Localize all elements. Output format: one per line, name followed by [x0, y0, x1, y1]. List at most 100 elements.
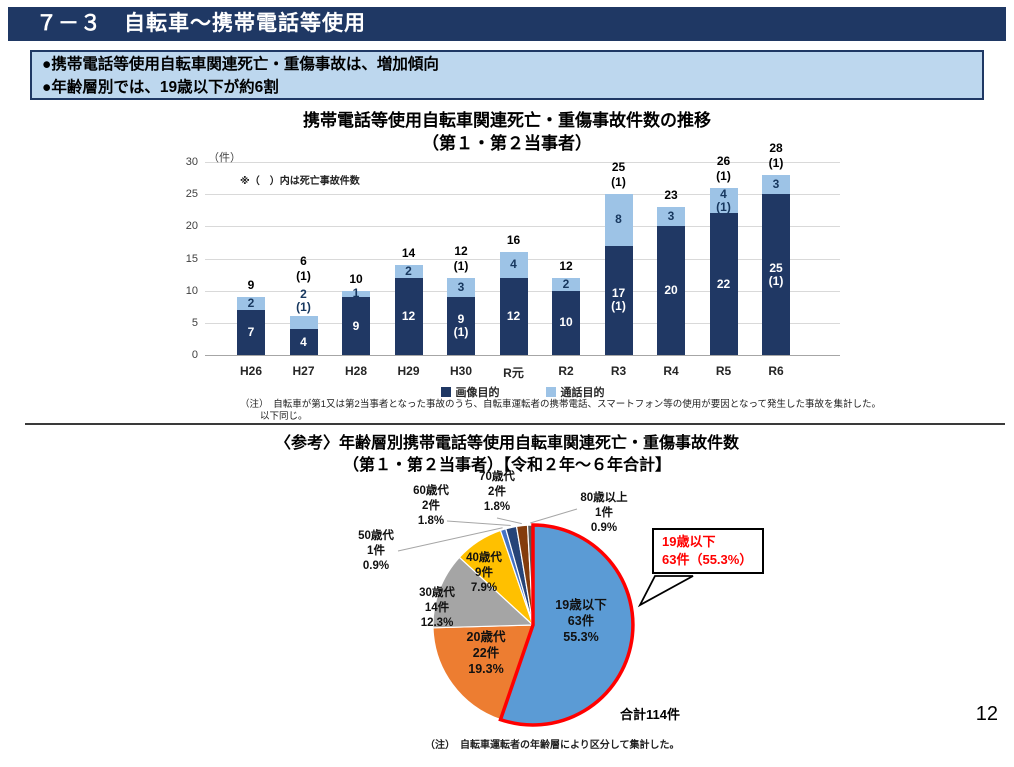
leader-line — [496, 517, 522, 525]
bar-segment-call — [499, 252, 528, 278]
bar-total-label: 14 — [401, 245, 416, 260]
x-axis-label: R3 — [610, 364, 627, 378]
bar-segment-image — [289, 329, 318, 355]
leader-line — [530, 508, 578, 524]
bar-total-label: 10 — [349, 271, 363, 286]
y-tick-label: 25 — [185, 188, 198, 201]
gridline — [205, 194, 840, 196]
x-axis-label: R2 — [558, 364, 574, 378]
bar-total-label: 12 — [559, 258, 573, 273]
pie-chart-title: 〈参考〉年齢層別携帯電話等使用自転車関連死亡・重傷事故件数 （第１・第２当事者）… — [274, 435, 739, 474]
fatal-count-note: ※（ ）内は死亡事故件数 — [240, 176, 360, 187]
bar-value-label: 2 (1) — [296, 287, 311, 315]
bar-segment-call — [657, 207, 685, 227]
x-axis-label: H28 — [344, 364, 367, 378]
bar-segment-image — [604, 245, 633, 355]
y-tick-label: 10 — [185, 284, 198, 297]
legend-item: 通話目的 — [545, 384, 605, 400]
page-number: 12 — [975, 703, 998, 725]
gridline — [205, 355, 840, 356]
gridline — [205, 226, 840, 228]
bar-value-label: 2 — [562, 276, 570, 291]
bar-segment-image — [709, 213, 738, 355]
legend-swatch — [440, 387, 451, 397]
bar-segment-image — [342, 297, 370, 355]
bar-total-label: 9 — [247, 278, 255, 293]
x-axis-label: H26 — [239, 364, 262, 378]
x-axis-label: R6 — [768, 364, 784, 378]
bar-value-label: 10 — [559, 315, 573, 330]
pie-chart — [397, 508, 694, 727]
callout-pointer — [637, 575, 694, 608]
bar-total-label: 25 (1) — [611, 160, 626, 190]
leader-line — [446, 520, 511, 526]
x-axis-label: R5 — [715, 364, 732, 378]
y-tick-label: 30 — [185, 156, 198, 168]
summary-bullet: ●携帯電話等使用自転車関連死亡・重傷事故は、増加傾向 — [42, 56, 439, 73]
bar-value-label: 8 — [615, 212, 622, 227]
bar-segment-call — [342, 290, 370, 298]
bar-value-label: 3 — [667, 209, 675, 224]
y-tick-label: 15 — [185, 252, 198, 265]
bar-value-label: 3 — [772, 177, 780, 192]
bar-segment-image — [499, 277, 528, 355]
bar-segment-call — [394, 264, 423, 278]
pie-slice-19歳以下 — [498, 523, 635, 727]
bar-value-label: 25 (1) — [768, 260, 784, 288]
callout-line: 19歳以下 — [662, 534, 716, 549]
bar-value-label: 7 — [247, 324, 255, 339]
x-axis-label: H29 — [397, 364, 420, 378]
bar-value-label: 9 — [352, 318, 360, 333]
bar-total-label: 23 — [664, 188, 678, 203]
legend-swatch — [545, 387, 556, 397]
bar-segment-image — [657, 226, 685, 355]
bar-segment-call — [604, 194, 633, 246]
bar-total-label: 12 (1) — [453, 243, 469, 273]
bar-total-label: 16 — [506, 233, 521, 248]
slide-header: ７－３ 自転車～携帯電話等使用 — [8, 7, 1006, 41]
bar-value-label: 1 — [352, 286, 360, 301]
bar-chart-note: （注） 自転車が第1又は第2当事者となった事故のうち、自転車運転者の携帯電話、ス… — [240, 399, 881, 422]
legend-item: 画像目的 — [440, 384, 500, 400]
bar-value-label: 2 — [405, 263, 412, 278]
bar-value-label: 12 — [401, 308, 416, 323]
bar-segment-call — [709, 187, 738, 214]
bar-chart-legend: 画像目的 通話目的 — [205, 384, 840, 400]
bar-total-label: 26 (1) — [716, 153, 731, 183]
bar-value-label: 2 — [247, 296, 255, 311]
bar-segment-call — [289, 316, 318, 330]
gridline — [205, 162, 840, 163]
section-divider — [25, 423, 1005, 425]
bar-value-label: 17 (1) — [611, 286, 626, 314]
pie-callout: 19歳以下 63件（55.3%） — [652, 528, 764, 574]
bar-segment-image — [394, 277, 423, 355]
bar-segment-image — [552, 290, 580, 355]
bar-total-label: 28 (1) — [768, 140, 784, 170]
summary-box: ●携帯電話等使用自転車関連死亡・重傷事故は、増加傾向 ●年齢層別では、19歳以下… — [30, 50, 984, 100]
bar-value-label: 20 — [664, 283, 678, 298]
bar-segment-image — [762, 194, 790, 355]
y-tick-label: 20 — [185, 220, 198, 233]
pie-total-label: 合計114件 — [620, 707, 680, 722]
bar-value-label: 4 — [300, 334, 307, 349]
callout-line: 63件（55.3%） — [662, 552, 753, 567]
page-title: ７－３ 自転車～携帯電話等使用 — [36, 12, 366, 35]
pie-slice-30歳代 — [432, 556, 535, 629]
x-axis-label: H30 — [449, 364, 472, 378]
x-axis-label: H27 — [292, 364, 315, 378]
leader-line — [397, 527, 503, 552]
bar-value-label: 22 — [716, 276, 731, 291]
y-tick-label: 0 — [191, 349, 198, 361]
bar-segment-image — [447, 297, 475, 355]
bar-total-label: 6 (1) — [296, 254, 311, 284]
summary-bullet: ●年齢層別では、19歳以下が約6割 — [42, 79, 279, 96]
bar-value-label: 9 (1) — [453, 312, 469, 340]
bar-value-label: 4 — [510, 257, 517, 272]
x-axis-label: R元 — [503, 366, 524, 380]
bar-value-label: 12 — [506, 308, 521, 323]
y-tick-label: 5 — [191, 316, 198, 329]
x-axis-label: R4 — [663, 364, 679, 378]
bar-segment-call — [552, 277, 580, 291]
